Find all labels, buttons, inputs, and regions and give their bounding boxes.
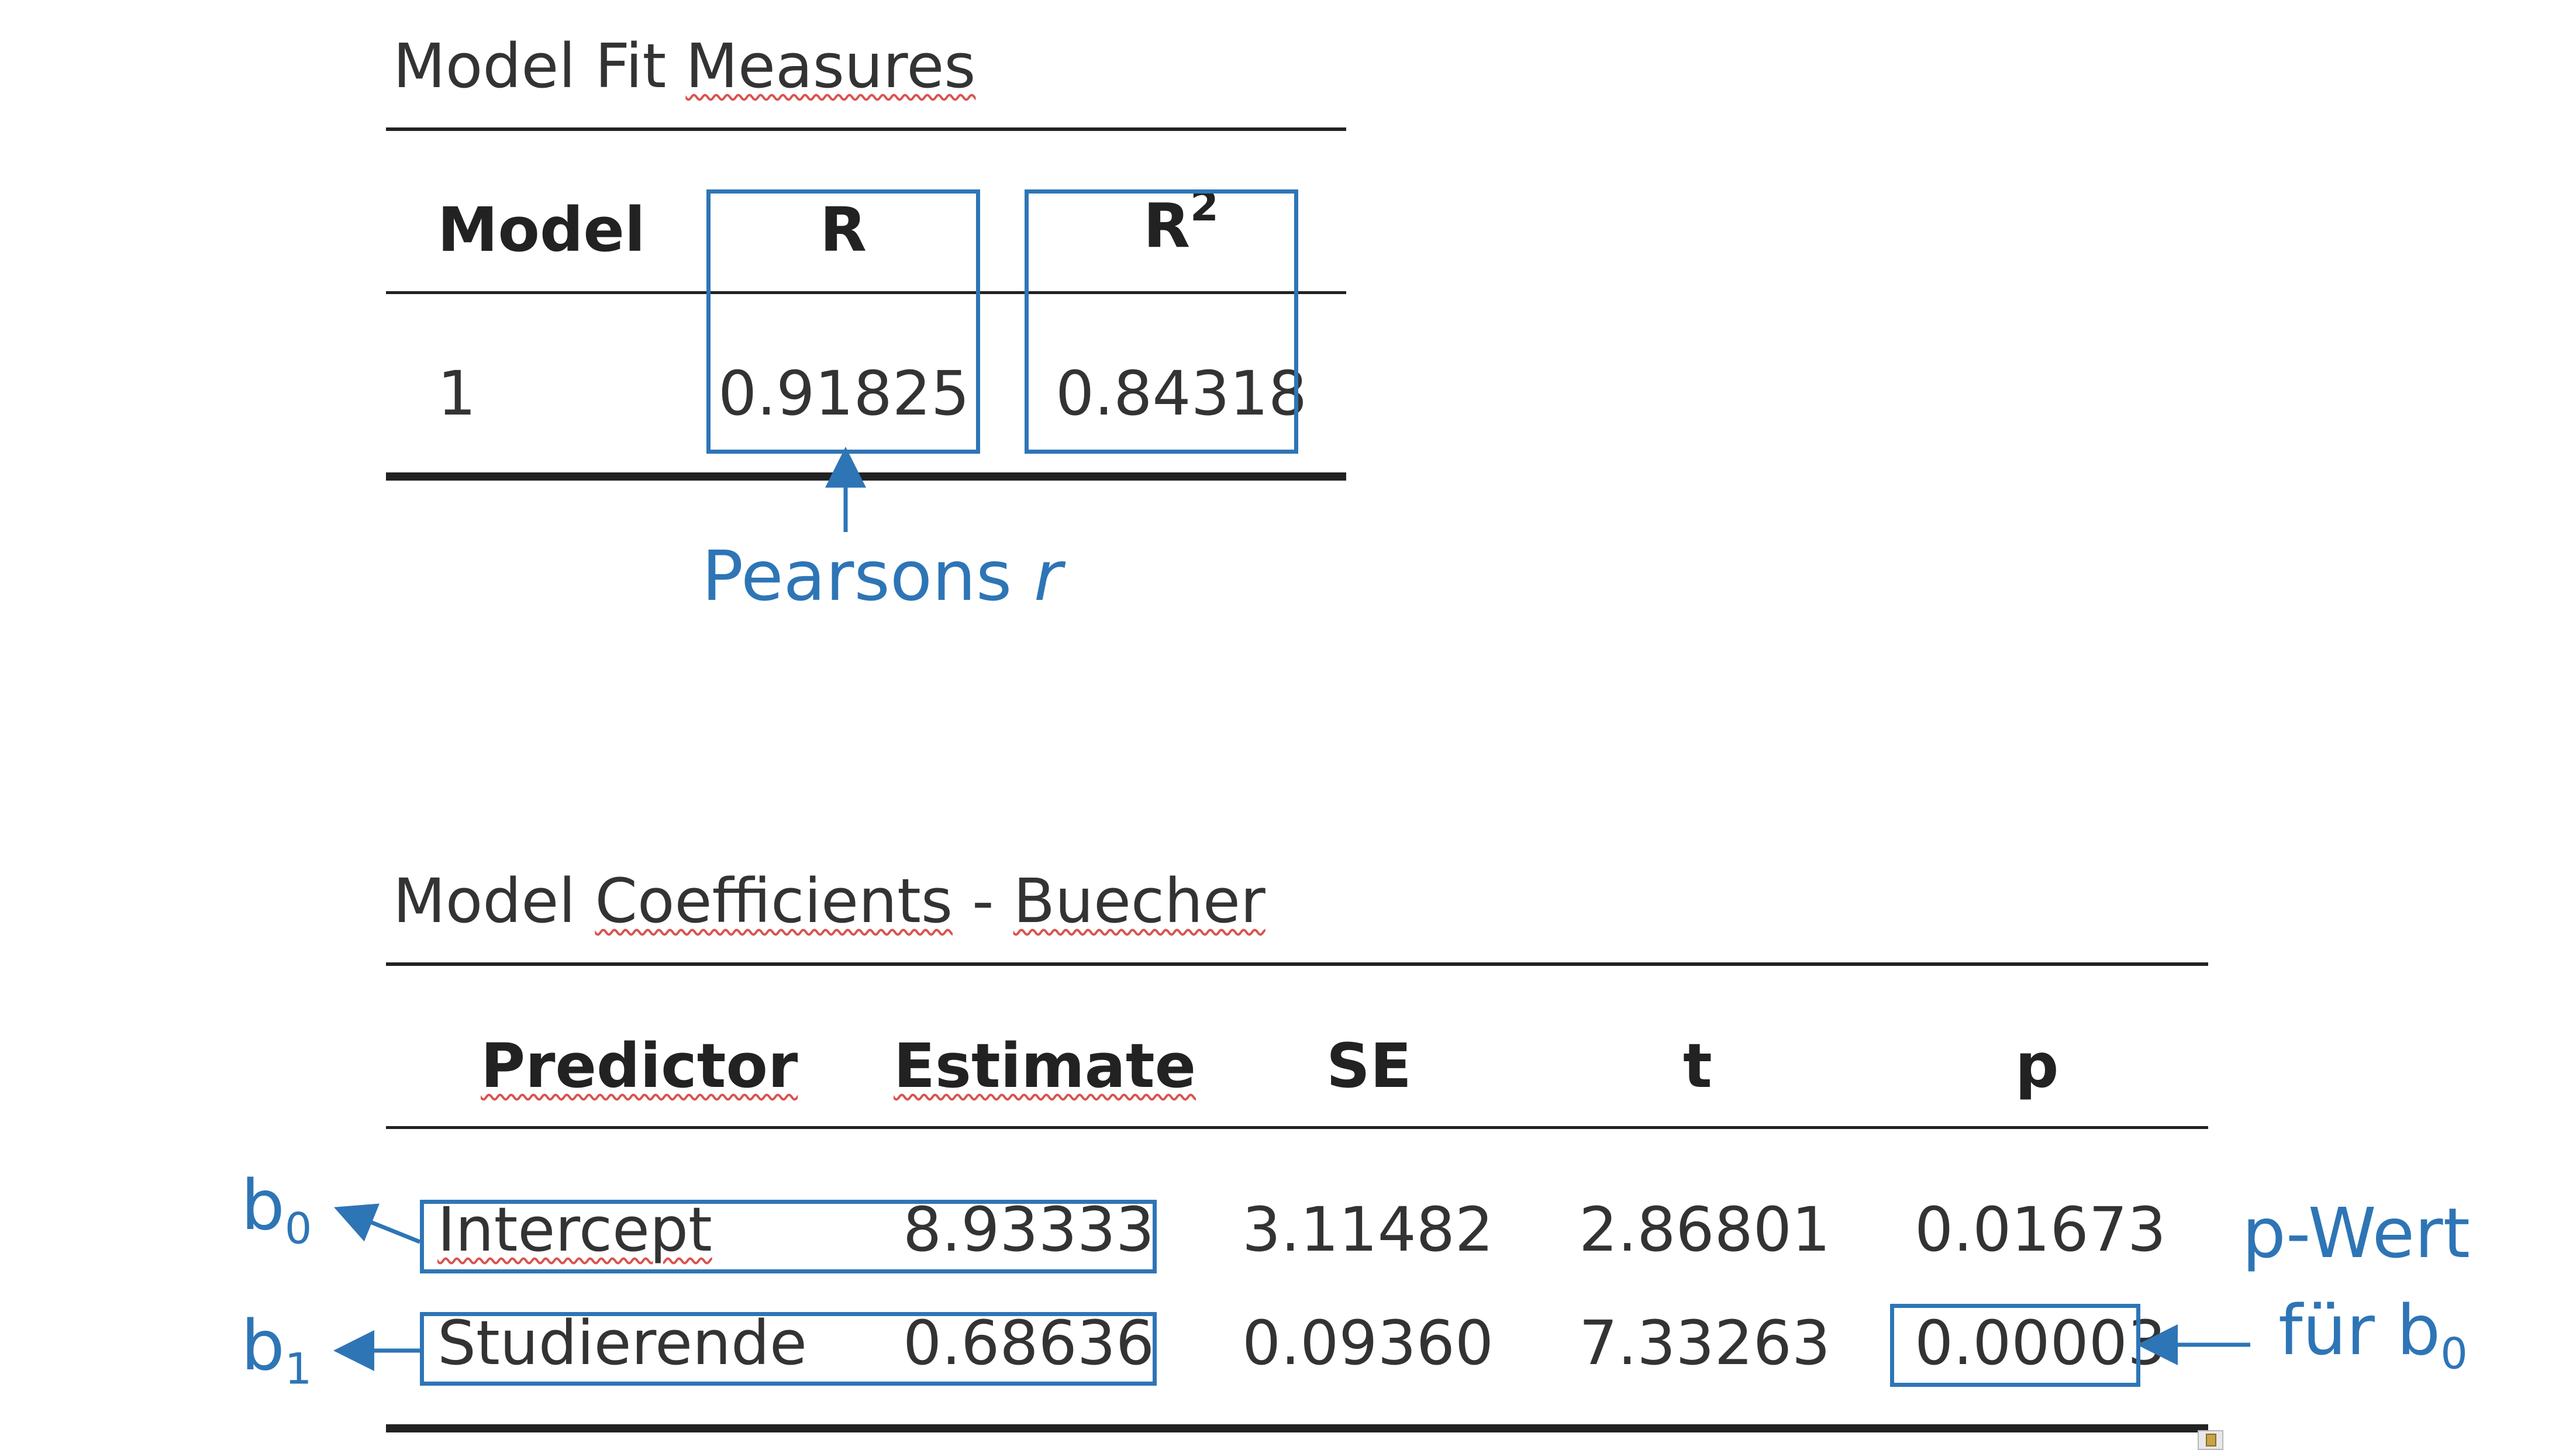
fit-header-model: Model — [437, 194, 646, 265]
pearsons-r-annotation: Pearsons r — [702, 536, 1063, 616]
p-wert-label-line2: für b0 — [2278, 1290, 2468, 1379]
table-row-studierende-se: 0.09360 — [1242, 1307, 1494, 1379]
coef-header-se: SE — [1326, 1030, 1412, 1102]
p-wert-label-line1: p-Wert — [2242, 1193, 2470, 1273]
table-row-studierende-p: 0.00003 — [1915, 1307, 2167, 1379]
fit-cell-model: 1 — [437, 358, 477, 429]
table-row-intercept-se: 3.11482 — [1242, 1194, 1494, 1265]
coef-header-rule — [386, 1126, 2208, 1129]
coef-table-title: Model Coefficients - Buecher — [393, 865, 1265, 937]
intercept-row-highlight — [420, 1200, 1157, 1273]
table-row-intercept-predictor: Intercept — [437, 1194, 712, 1265]
table-row-studierende-estimate: 0.68636 — [903, 1307, 1155, 1379]
table-row-intercept-estimate: 8.93333 — [903, 1194, 1155, 1265]
table-row-studierende-predictor: Studierende — [437, 1307, 807, 1379]
coef-top-rule — [386, 962, 2208, 966]
b0-arrow — [334, 1203, 421, 1244]
r2-column-highlight — [1025, 189, 1298, 454]
table-row-intercept-t: 2.86801 — [1579, 1194, 1831, 1265]
coef-header-t: t — [1683, 1030, 1712, 1102]
fit-bottom-rule — [386, 472, 1346, 481]
studierende-row-highlight — [420, 1312, 1157, 1386]
fit-header-rule — [386, 291, 1346, 294]
b1-label: b1 — [241, 1305, 312, 1394]
fit-table-title: Model Fit Measures — [393, 30, 976, 102]
table-row-intercept-p: 0.01673 — [1915, 1194, 2167, 1265]
paste-options-icon[interactable] — [2198, 1430, 2223, 1450]
table-row-studierende-t: 7.33263 — [1579, 1307, 1831, 1379]
coef-header-p: p — [2015, 1030, 2059, 1102]
fit-cell-r2: 0.84318 — [1056, 358, 1308, 429]
fit-top-rule — [386, 127, 1346, 131]
b0-label: b0 — [241, 1165, 312, 1254]
fit-cell-r: 0.91825 — [718, 358, 970, 429]
coef-header-predictor: Predictor — [481, 1030, 798, 1102]
clipboard-icon — [2206, 1434, 2216, 1446]
coef-header-estimate: Estimate — [894, 1030, 1196, 1102]
fit-header-r: R — [820, 194, 867, 265]
coef-bottom-rule — [386, 1424, 2208, 1432]
